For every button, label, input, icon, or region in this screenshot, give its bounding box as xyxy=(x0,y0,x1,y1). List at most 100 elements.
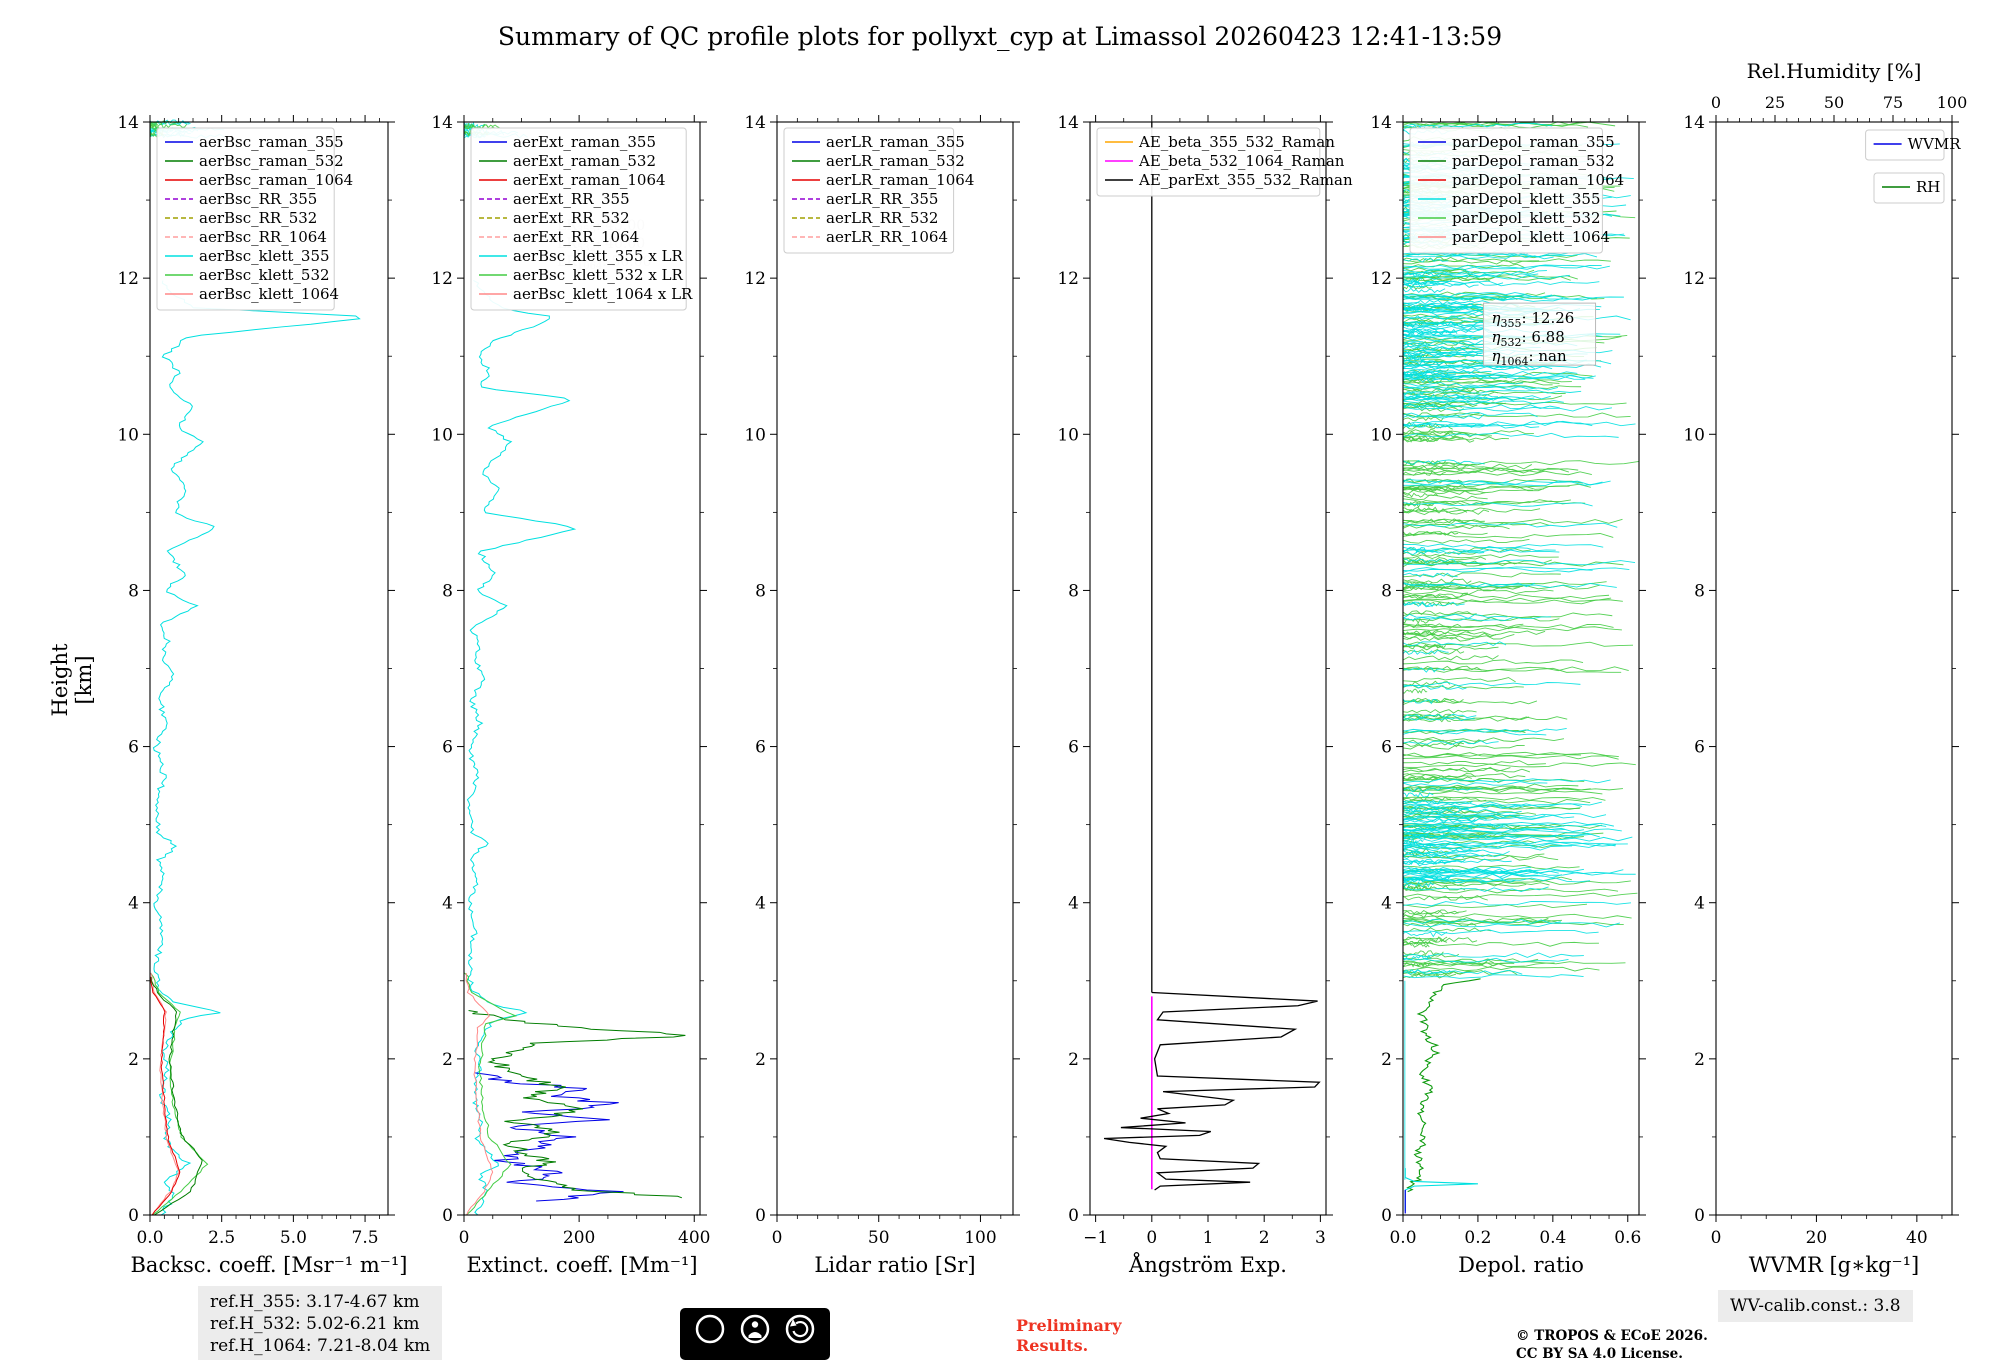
svg-text:8: 8 xyxy=(755,581,766,601)
parDepol_klett_532_band xyxy=(1402,961,1431,968)
parDepol_klett_355_band xyxy=(1402,479,1509,484)
svg-text:14: 14 xyxy=(1683,113,1705,133)
parDepol_klett_355_band xyxy=(1402,559,1636,566)
aerBsc_klett_1064_x_LR xyxy=(465,972,494,1216)
parDepol_klett_532_band xyxy=(1402,751,1582,758)
svg-text:100: 100 xyxy=(1937,93,1968,112)
cc-label: CC xyxy=(700,1322,720,1337)
svg-text:2.5: 2.5 xyxy=(208,1228,235,1248)
parDepol_klett_355_band_mid xyxy=(1402,853,1465,860)
parDepol_klett_355_band_high xyxy=(1402,292,1553,298)
parDepol_klett_355_band_high xyxy=(1402,320,1459,327)
parDepol_klett_532_band xyxy=(1402,767,1531,773)
parDepol_klett_355_band_mid xyxy=(1402,799,1443,804)
parDepol_klett_355_band xyxy=(1402,641,1507,647)
parDepol_klett_532_band xyxy=(1402,630,1546,637)
parDepol_klett_355_band_high xyxy=(1402,381,1524,387)
parDepol_klett_355_band xyxy=(1402,420,1636,427)
svg-text:3: 3 xyxy=(1315,1228,1326,1248)
parDepol_klett_355_band xyxy=(1402,252,1572,258)
parDepol_klett_532_band xyxy=(1402,742,1465,748)
svg-text:2: 2 xyxy=(1068,1050,1079,1070)
parDepol_klett_355_band_mid xyxy=(1402,875,1454,881)
parDepol_klett_532_band xyxy=(1402,636,1474,642)
parDepol_klett_355_band_high xyxy=(1402,365,1553,371)
parDepol_klett_532_band xyxy=(1402,884,1466,891)
parDepol_klett_355_band xyxy=(1402,287,1446,294)
svg-text:0.4: 0.4 xyxy=(1539,1228,1566,1248)
parDepol_klett_532_band xyxy=(1402,395,1563,401)
parDepol_klett_355_band_mid xyxy=(1402,859,1448,865)
parDepol_klett_532_band xyxy=(1402,942,1430,948)
parDepol_klett_355_band xyxy=(1402,969,1523,975)
svg-text:parDepol_klett_532: parDepol_klett_532 xyxy=(1452,209,1601,227)
parDepol_klett_532_band xyxy=(1402,738,1484,745)
parDepol_klett_532_band xyxy=(1402,755,1619,760)
parDepol_klett_355_band_high xyxy=(1402,351,1459,358)
parDepol_klett_355_band_cloud xyxy=(1402,271,1539,277)
parDepol_klett_532_band xyxy=(1402,506,1438,512)
svg-text:aerExt_RR_532: aerExt_RR_532 xyxy=(513,209,630,227)
parDepol_klett_355_band_mid xyxy=(1402,870,1539,875)
parDepol_klett_355_band xyxy=(1402,840,1628,846)
legend: aerLR_raman_355aerLR_raman_532aerLR_rama… xyxy=(783,127,974,254)
parDepol_klett_532_band xyxy=(1402,494,1488,501)
svg-text:RH: RH xyxy=(1916,178,1940,196)
parDepol_klett_532_band xyxy=(1402,538,1530,544)
wv-calibration-annotation: WV-calib.const.: 3.8 xyxy=(1718,1290,1913,1323)
svg-text:8: 8 xyxy=(1381,581,1392,601)
parDepol_klett_532_band xyxy=(1402,937,1478,943)
svg-text:parDepol_klett_355: parDepol_klett_355 xyxy=(1452,190,1601,208)
parDepol_klett_355_band_mid xyxy=(1402,823,1607,829)
svg-text:aerBsc_klett_355 x LR: aerBsc_klett_355 x LR xyxy=(513,247,684,265)
svg-text:8: 8 xyxy=(442,581,453,601)
parDepol_klett_355_band_mid xyxy=(1402,835,1523,841)
legend: aerBsc_raman_355aerBsc_raman_532aerBsc_r… xyxy=(156,127,353,311)
parDepol_klett_355_band xyxy=(1402,781,1548,787)
parDepol_klett_532_band xyxy=(1402,501,1501,506)
svg-text:parDepol_raman_532: parDepol_raman_532 xyxy=(1452,152,1615,170)
svg-text:8: 8 xyxy=(1694,581,1705,601)
parDepol_klett_355_band xyxy=(1402,845,1573,851)
parDepol_klett_532_band xyxy=(1402,498,1571,504)
legend: parDepol_raman_355parDepol_raman_532parD… xyxy=(1409,127,1624,254)
parDepol_klett_532_band xyxy=(1402,437,1475,443)
parDepol_klett_532_band xyxy=(1402,633,1515,640)
parDepol_klett_355_band xyxy=(1402,931,1448,938)
parDepol_klett_532_band_top xyxy=(1402,274,1480,280)
svg-text:6: 6 xyxy=(442,738,453,758)
svg-text:12: 12 xyxy=(1683,269,1705,289)
legend: aerExt_raman_355aerExt_raman_532aerExt_r… xyxy=(470,127,693,311)
parDepol_klett_355_band_mid xyxy=(1402,800,1473,805)
aerBsc_raman_1064 xyxy=(149,976,181,1216)
svg-text:40: 40 xyxy=(1906,1228,1928,1248)
parDepol_klett_355_band_high xyxy=(1402,315,1463,321)
parDepol_klett_355_band xyxy=(1402,363,1602,369)
parDepol_klett_355_band_mid xyxy=(1402,833,1592,839)
parDepol_klett_355_band xyxy=(1402,730,1547,736)
eta-annotation: η532: 6.88 xyxy=(1492,328,1565,349)
preliminary-note: Preliminary Results. xyxy=(1016,1316,1122,1355)
x-axis-label: WVMR [g∗kg⁻¹] xyxy=(1749,1253,1920,1277)
parDepol_klett_355_band xyxy=(1402,567,1593,573)
svg-text:6: 6 xyxy=(1381,738,1392,758)
svg-text:6: 6 xyxy=(755,738,766,758)
aerBsc_klett_355 xyxy=(152,280,361,1216)
svg-text:25: 25 xyxy=(1765,93,1785,112)
parDepol_klett_532_band xyxy=(1402,879,1631,885)
svg-text:aerBsc_RR_1064: aerBsc_RR_1064 xyxy=(199,228,327,246)
parDepol_klett_355_band xyxy=(1402,952,1584,958)
parDepol_klett_355_band xyxy=(1402,601,1435,608)
parDepol_klett_355_band_high xyxy=(1402,280,1600,287)
parDepol_klett_355_band_mid xyxy=(1402,828,1622,834)
parDepol_klett_532_band xyxy=(1402,340,1474,347)
figure-title: Summary of QC profile plots for pollyxt_… xyxy=(497,22,1503,51)
parDepol_klett_532_band xyxy=(1402,572,1561,578)
parDepol_klett_355_band xyxy=(1402,414,1485,420)
parDepol_klett_355_band_mid xyxy=(1402,877,1591,883)
ref-height-1064: ref.H_1064: 7.21-8.04 km xyxy=(210,1336,431,1357)
parDepol_klett_532_band xyxy=(1402,853,1545,859)
parDepol_klett_355_band xyxy=(1402,918,1561,925)
parDepol_klett_532_band xyxy=(1402,492,1439,498)
parDepol_klett_355_band xyxy=(1402,616,1552,622)
